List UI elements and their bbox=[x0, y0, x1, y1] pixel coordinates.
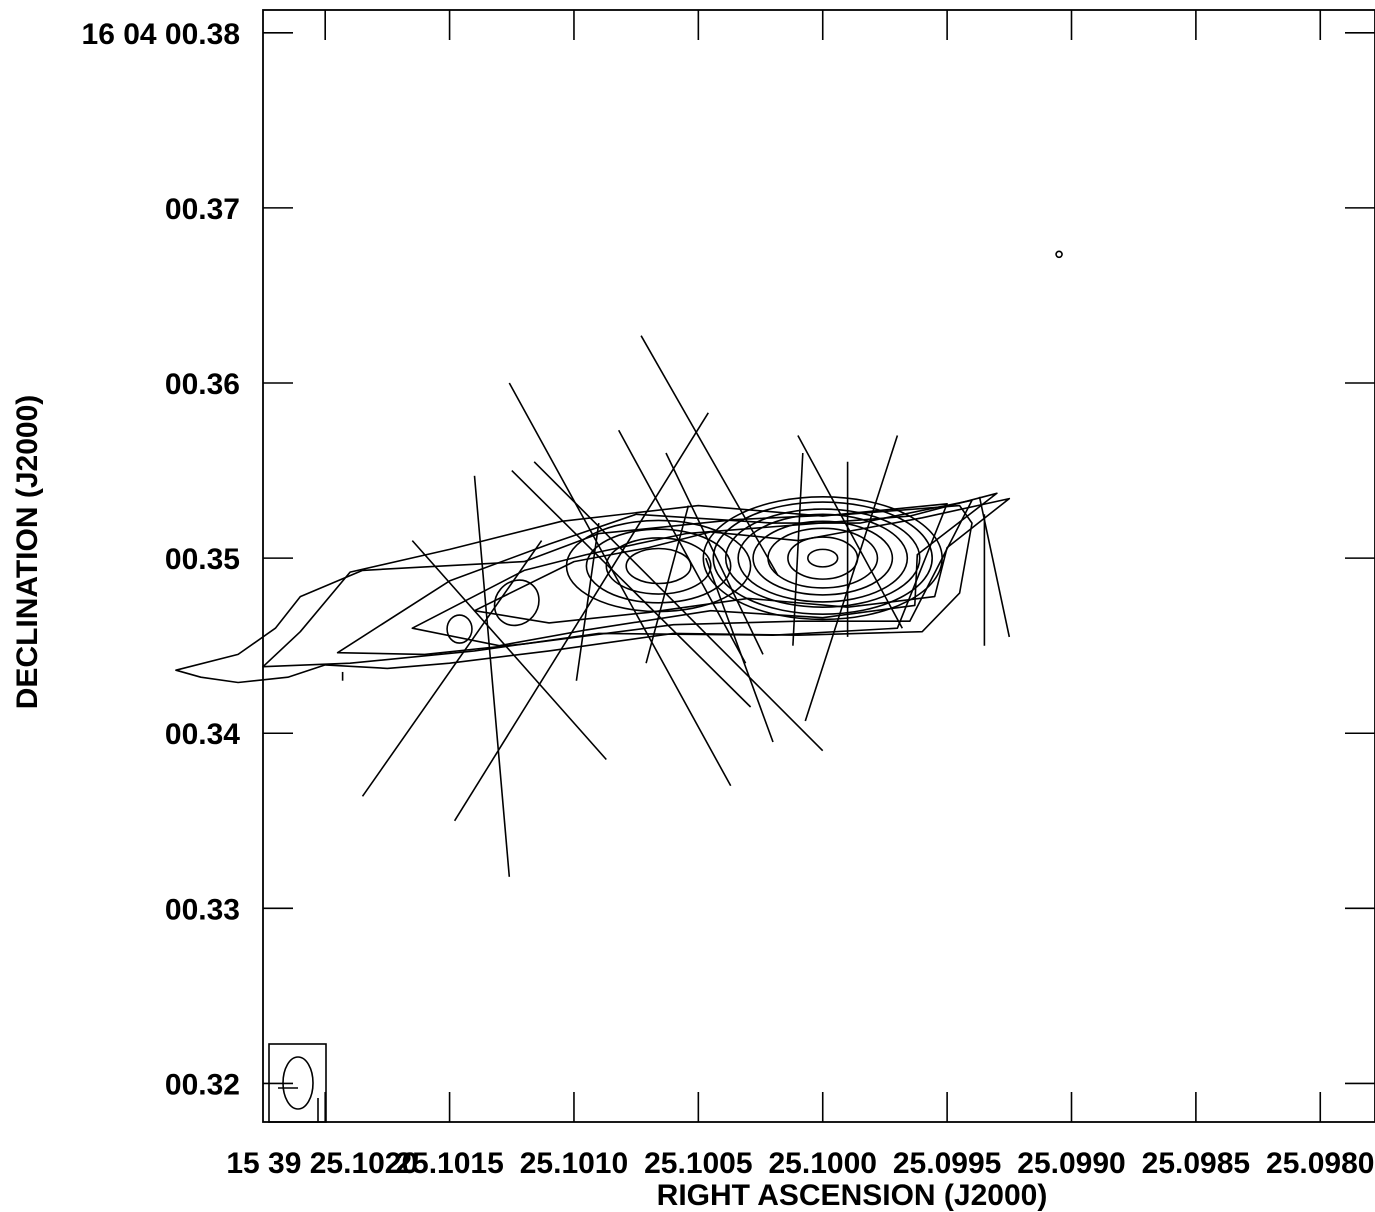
x-tick-label: 25.1015 bbox=[395, 1147, 503, 1180]
polarization-vector bbox=[473, 475, 511, 877]
contour-layer bbox=[175, 250, 1063, 684]
contour-level bbox=[585, 528, 732, 604]
polarization-vector bbox=[411, 540, 607, 761]
tick-marks bbox=[263, 10, 1375, 1122]
contour-level bbox=[625, 547, 692, 585]
polarization-vector bbox=[617, 429, 747, 664]
contour-level bbox=[336, 499, 973, 656]
x-tick-label: 25.1010 bbox=[520, 1147, 628, 1180]
polarization-vector-layer bbox=[361, 335, 1011, 877]
y-tick-label: 00.35 bbox=[165, 543, 240, 576]
polarization-vector bbox=[797, 435, 904, 629]
y-tick-labels: 16 04 00.38 00.37 00.36 00.35 00.34 00.33 00.3… bbox=[82, 18, 241, 1102]
polarization-vector bbox=[453, 412, 709, 822]
contour-level bbox=[175, 504, 973, 684]
polarization-vector bbox=[665, 452, 764, 655]
y-axis-title: DECLINATION (J2000) bbox=[11, 395, 44, 710]
contour-level bbox=[807, 548, 839, 568]
contour-level bbox=[752, 520, 894, 596]
y-tick-label: 00.32 bbox=[165, 1068, 240, 1101]
x-tick-label: 25.0990 bbox=[1017, 1147, 1125, 1180]
y-tick-label: 00.37 bbox=[165, 193, 240, 226]
contour-level bbox=[1055, 250, 1063, 259]
x-tick-label: 25.1000 bbox=[769, 1147, 877, 1180]
y-tick-label: 00.34 bbox=[165, 718, 240, 751]
y-tick-label: 00.36 bbox=[165, 368, 240, 401]
polarization-vector bbox=[361, 540, 543, 797]
contour-level bbox=[446, 614, 473, 644]
polarization-vector bbox=[705, 557, 774, 743]
contour-level bbox=[737, 513, 909, 603]
polarization-vector bbox=[511, 470, 752, 708]
x-tick-label: 25.0985 bbox=[1142, 1147, 1250, 1180]
x-axis-title: RIGHT ASCENSION (J2000) bbox=[657, 1179, 1048, 1212]
x-tick-label: 25.0995 bbox=[893, 1147, 1001, 1180]
contour-level bbox=[493, 579, 540, 627]
polarization-vector bbox=[645, 505, 690, 664]
polarization-vector bbox=[792, 452, 804, 646]
x-tick-label: 15 39 25.1020 bbox=[226, 1147, 418, 1180]
polarization-vector bbox=[640, 335, 779, 576]
polarization-vector bbox=[533, 461, 824, 752]
polarization-vector bbox=[804, 435, 899, 722]
y-tick-label: 16 04 00.38 bbox=[82, 18, 240, 51]
contour-level bbox=[724, 508, 921, 608]
x-tick-label: 25.1005 bbox=[644, 1147, 752, 1180]
y-tick-label: 00.33 bbox=[165, 893, 240, 926]
plot-frame bbox=[262, 9, 1375, 1123]
contour-level bbox=[605, 537, 712, 595]
plot-border bbox=[262, 9, 1375, 1123]
polarization-vector bbox=[575, 522, 600, 681]
polarization-vector bbox=[508, 382, 732, 787]
contour-level bbox=[712, 501, 933, 615]
x-tick-label: 25.0980 bbox=[1266, 1147, 1374, 1180]
polarization-vector bbox=[978, 496, 1011, 638]
